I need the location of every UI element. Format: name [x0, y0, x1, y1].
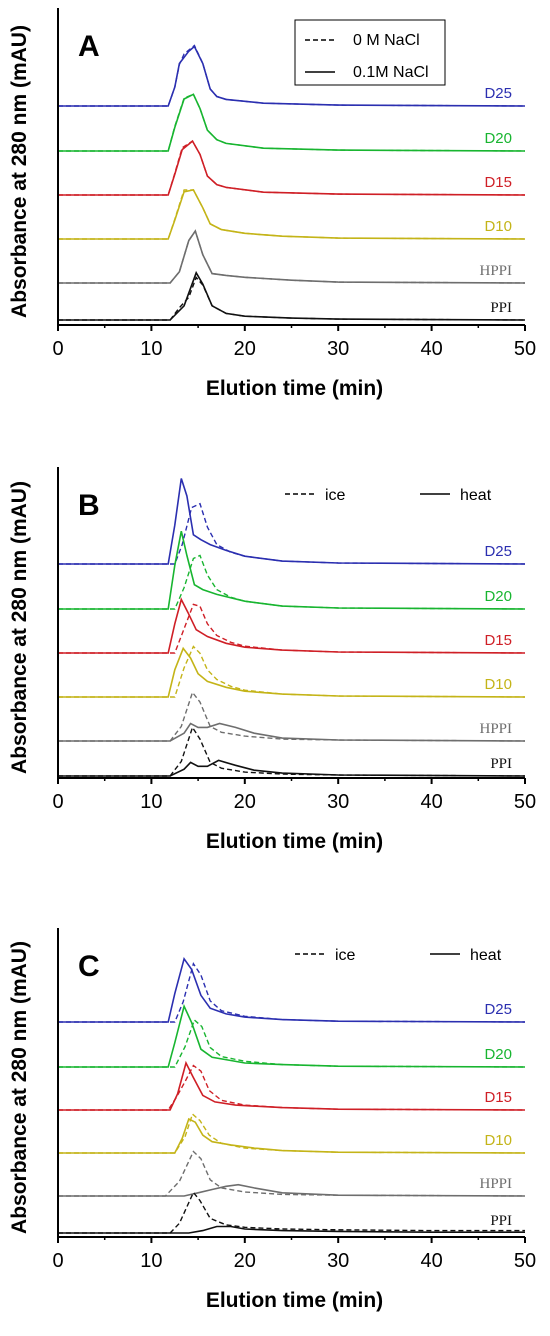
series-line-d10-solid: [58, 646, 526, 698]
series-line-d10-dashed: [58, 1112, 526, 1154]
x-tick-label: 40: [420, 1250, 442, 1272]
chart-panel-c: D25 D20 D15 D10 HPPI PPI 0 10 20 30 40 50 Elution ti…: [8, 928, 536, 1312]
series-line-d20-dashed: [58, 554, 526, 610]
series-line-hppi-solid: [58, 1183, 526, 1197]
series-line-d10-solid: [58, 188, 526, 240]
series-line-d20-solid: [58, 93, 526, 152]
series-line-ppi-solid: [58, 1225, 525, 1234]
x-tick-label: 10: [140, 338, 162, 360]
series-label-d15: D15: [484, 174, 512, 191]
x-tick-label: 40: [420, 338, 442, 360]
series-line-d15-solid: [58, 1060, 526, 1111]
series-label-d25: D25: [484, 85, 512, 102]
legend-label: 0 M NaCl: [353, 32, 420, 49]
series-label-d10: D10: [484, 676, 512, 693]
series-line-d25-dashed: [58, 962, 526, 1023]
x-axis-title: Elution time (min): [206, 1289, 383, 1312]
series-label-d10: D10: [484, 218, 512, 235]
series-line-d20-dashed: [58, 1018, 526, 1068]
series-line-hppi-dashed: [58, 690, 526, 742]
x-tick-label: 0: [52, 791, 63, 813]
legend-label: ice: [325, 487, 346, 504]
series-line-hppi-solid: [58, 722, 526, 742]
series-line-d10-solid: [58, 1117, 526, 1154]
series-label-d10: D10: [484, 1132, 512, 1149]
series-line-ppi-dashed: [58, 725, 526, 777]
series-line-d10-dashed: [58, 645, 526, 698]
legend-label: heat: [470, 947, 502, 964]
legend-box: [294, 19, 446, 86]
series-line-d10-dashed: [58, 189, 526, 240]
series-label-ppi: PPI: [490, 300, 512, 316]
x-tick-label: 20: [234, 1250, 256, 1272]
series-line-d25-dashed: [58, 502, 526, 565]
series-line-d20-dashed: [58, 93, 526, 152]
x-tick-label: 50: [514, 338, 536, 360]
x-axis-title: Elution time (min): [206, 377, 383, 400]
series-line-hppi-solid: [58, 229, 526, 284]
series-line-d15-solid: [58, 597, 526, 654]
series-line-d15-dashed: [58, 603, 526, 654]
series-label-d20: D20: [484, 588, 512, 605]
series-line-d25-solid: [58, 45, 526, 107]
series-line-d15-solid: [58, 139, 526, 196]
series-line-ppi-dashed: [58, 1191, 525, 1234]
series-label-d20: D20: [484, 1046, 512, 1063]
series-label-d15: D15: [484, 632, 512, 649]
series-label-hppi: HPPI: [479, 721, 512, 737]
series-line-ppi-solid: [58, 759, 526, 777]
x-tick-label: 30: [327, 791, 349, 813]
x-tick-label: 20: [234, 791, 256, 813]
x-tick-label: 50: [514, 791, 536, 813]
legend-label: heat: [460, 487, 492, 504]
x-tick-label: 20: [234, 338, 256, 360]
series-line-hppi-dashed: [58, 1150, 526, 1197]
legend-label: 0.1M NaCl: [353, 64, 429, 81]
series-label-d25: D25: [484, 1001, 512, 1018]
y-axis-title: Absorbance at 280 nm (mAU): [8, 25, 31, 318]
x-axis-title: Elution time (min): [206, 830, 383, 853]
panel-letter: A: [78, 30, 100, 63]
series-line-d20-solid: [58, 531, 526, 610]
chart-panel-b: D25 D20 D15 D10 HPPI PPI 0 10 20 30 40 50 Elution ti…: [8, 467, 536, 853]
series-label-d20: D20: [484, 130, 512, 147]
legend-label: ice: [335, 947, 356, 964]
panel-letter: C: [78, 950, 100, 983]
series-label-hppi: HPPI: [479, 263, 512, 279]
chart-panel-a: D25 D20 D15 D10 HPPI PPI 0 10 20 30 40 50 Elution ti…: [8, 8, 536, 400]
x-tick-label: 0: [52, 338, 63, 360]
series-label-d25: D25: [484, 543, 512, 560]
series-line-d20-solid: [58, 1003, 526, 1068]
x-tick-label: 50: [514, 1250, 536, 1272]
series-line-d15-dashed: [58, 1064, 526, 1111]
x-tick-label: 30: [327, 338, 349, 360]
x-tick-label: 30: [327, 1250, 349, 1272]
series-label-ppi: PPI: [490, 1213, 512, 1229]
series-label-d15: D15: [484, 1089, 512, 1106]
series-line-ppi-dashed: [58, 276, 526, 321]
series-label-ppi: PPI: [490, 756, 512, 772]
y-axis-title: Absorbance at 280 nm (mAU): [8, 481, 31, 774]
series-line-d25-solid: [58, 478, 526, 565]
series-line-d25-solid: [58, 956, 526, 1023]
x-tick-label: 10: [140, 1250, 162, 1272]
x-tick-label: 0: [52, 1250, 63, 1272]
series-line-ppi-solid: [58, 270, 526, 321]
series-label-hppi: HPPI: [479, 1176, 512, 1192]
x-tick-label: 10: [140, 791, 162, 813]
x-tick-label: 40: [420, 791, 442, 813]
y-axis-title: Absorbance at 280 nm (mAU): [8, 941, 31, 1234]
panel-letter: B: [78, 489, 100, 522]
series-line-d25-dashed: [58, 44, 526, 107]
